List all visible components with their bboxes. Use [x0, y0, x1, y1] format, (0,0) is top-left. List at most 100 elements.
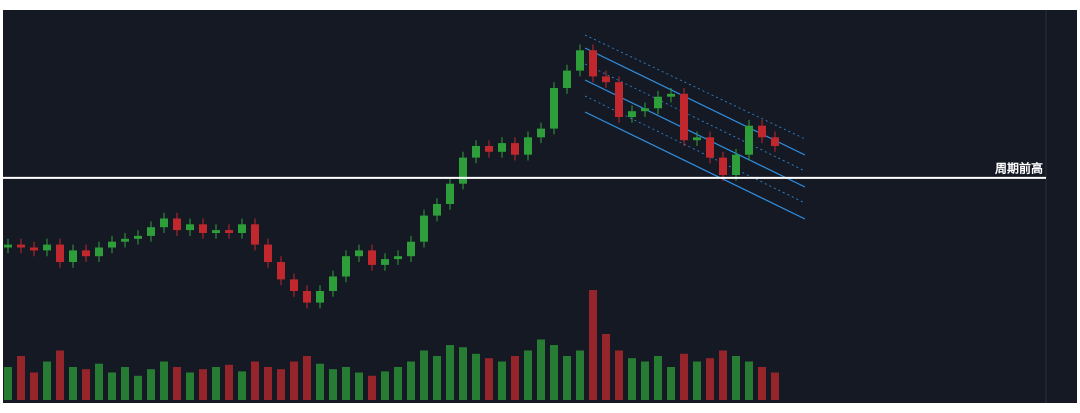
candle-body	[225, 230, 233, 233]
candle-body	[199, 224, 207, 233]
candle-body	[446, 183, 454, 204]
volume-bar	[485, 358, 493, 400]
candles	[4, 44, 779, 309]
volume-bar	[641, 361, 649, 400]
volume-bar	[498, 361, 506, 400]
candle-body	[4, 244, 12, 248]
volume-bar	[251, 361, 259, 400]
volume-bar	[160, 361, 168, 400]
candle-body	[43, 244, 51, 251]
volume-bar	[420, 350, 428, 400]
candle-body	[732, 154, 740, 175]
volume-bar	[225, 364, 233, 400]
candle-body	[212, 230, 220, 233]
volume-bar	[238, 371, 246, 400]
volume-bar	[108, 372, 116, 400]
volume-bar	[43, 361, 51, 400]
volume-bar	[446, 345, 454, 400]
volume-bar	[69, 367, 77, 400]
volume-bar	[745, 361, 753, 400]
volume-bar	[303, 356, 311, 400]
candle-body	[680, 93, 688, 141]
candle-body	[95, 247, 103, 257]
volume-bar	[290, 361, 298, 400]
volume-bar	[576, 350, 584, 400]
volume-bar	[17, 356, 25, 400]
volume-bar	[680, 353, 688, 400]
candle-body	[654, 96, 662, 109]
candle-body	[433, 204, 441, 216]
candle-body	[17, 244, 25, 248]
volume-bar	[264, 367, 272, 400]
candle-body	[407, 241, 415, 257]
volume-bar	[134, 375, 142, 400]
volume-bar	[563, 356, 571, 400]
volume-bar	[654, 356, 662, 400]
candle-body	[589, 50, 597, 77]
candle-body	[693, 137, 701, 141]
candle-body	[498, 143, 506, 152]
volume-bar	[602, 334, 610, 400]
volume-bar	[394, 367, 402, 400]
candle-body	[56, 244, 64, 262]
candle-body	[550, 88, 558, 129]
candle-body	[485, 146, 493, 152]
volume-bar	[56, 350, 64, 400]
candle-body	[511, 143, 519, 155]
candle-body	[121, 238, 129, 242]
candle-body	[420, 215, 428, 242]
candle-body	[69, 250, 77, 262]
volume-bar	[316, 363, 324, 400]
volume-bar	[95, 363, 103, 400]
candle-body	[82, 250, 90, 257]
candle-body	[355, 250, 363, 257]
candle-body	[394, 256, 402, 260]
volume	[4, 290, 779, 400]
candle-body	[667, 93, 675, 97]
volume-bar	[355, 372, 363, 400]
candle-body	[537, 128, 545, 138]
candle-body	[615, 82, 623, 117]
volume-bar	[628, 358, 636, 400]
volume-bar	[30, 372, 38, 400]
volume-bar	[758, 367, 766, 400]
candle-body	[238, 224, 246, 233]
candle-body	[251, 224, 259, 245]
candle-body	[771, 137, 779, 146]
volume-bar	[433, 356, 441, 400]
candle-body	[628, 111, 636, 117]
volume-bar	[615, 350, 623, 400]
volume-bar	[511, 356, 519, 400]
volume-bar	[732, 356, 740, 400]
candle-body	[173, 218, 181, 231]
volume-bar	[472, 353, 480, 400]
chart-background	[3, 10, 1077, 403]
candle-body	[524, 137, 532, 155]
candle-body	[563, 70, 571, 88]
volume-bar	[719, 350, 727, 400]
channel-line	[584, 63, 806, 172]
candle-body	[277, 262, 285, 280]
volume-bar	[459, 347, 467, 400]
volume-bar	[771, 372, 779, 400]
candle-body	[264, 244, 272, 262]
candle-body	[602, 76, 610, 83]
candle-body	[381, 259, 389, 265]
volume-bar	[329, 369, 337, 400]
candle-body	[30, 247, 38, 251]
candle-body	[368, 250, 376, 265]
candle-body	[108, 241, 116, 248]
candle-body	[641, 108, 649, 112]
candle-body	[186, 224, 194, 231]
volume-bar	[381, 371, 389, 400]
candle-body	[719, 157, 727, 175]
volume-bar	[82, 369, 90, 400]
volume-bar	[693, 361, 701, 400]
volume-bar	[173, 367, 181, 400]
volume-bar	[407, 361, 415, 400]
channel-line	[584, 111, 806, 220]
volume-bar	[537, 339, 545, 400]
candle-body	[134, 235, 142, 239]
